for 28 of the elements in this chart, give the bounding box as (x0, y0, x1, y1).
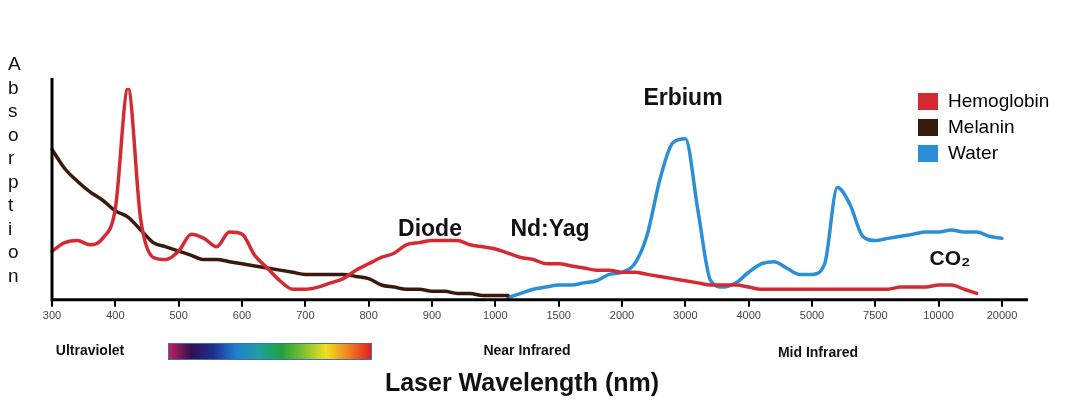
text: Ultraviolet (55, 342, 125, 358)
x-tick-label: 400 (106, 309, 125, 322)
x-tick-label: 800 (359, 309, 378, 322)
x-tick-label: 10000 (923, 309, 954, 322)
annotation: Nd:Yag (510, 215, 590, 242)
text: Absorption (8, 53, 21, 286)
x-tick-label: 3000 (673, 309, 698, 322)
text: Near Infrared (483, 342, 571, 358)
x-tick-label: 600 (232, 309, 252, 322)
annotation: Erbium (643, 84, 723, 111)
text: Mid Infrared (777, 344, 859, 360)
x-axis-title: Laser Wavelength (nm) (383, 368, 661, 397)
x-tick-label: 1500 (546, 309, 571, 322)
legend-label: Melanin (948, 116, 1015, 138)
x-tick-label: 900 (422, 309, 442, 322)
annotation: Diode (398, 215, 462, 242)
x-tick-label: 700 (296, 309, 315, 322)
legend-label: Hemoglobin (948, 90, 1050, 112)
x-tick-label: 1000 (483, 309, 508, 322)
x-tick-label: 2000 (609, 309, 635, 322)
x-tick-label: 4000 (736, 309, 761, 322)
x-tick-label: 7500 (863, 309, 888, 322)
x-tick-label: 500 (169, 309, 188, 322)
x-tick-label: 5000 (799, 309, 825, 322)
annotation: CO₂ (929, 246, 971, 270)
x-tick-label: 20000 (986, 309, 1018, 322)
legend-label: Water (948, 142, 998, 164)
x-tick-label: 300 (42, 309, 62, 322)
